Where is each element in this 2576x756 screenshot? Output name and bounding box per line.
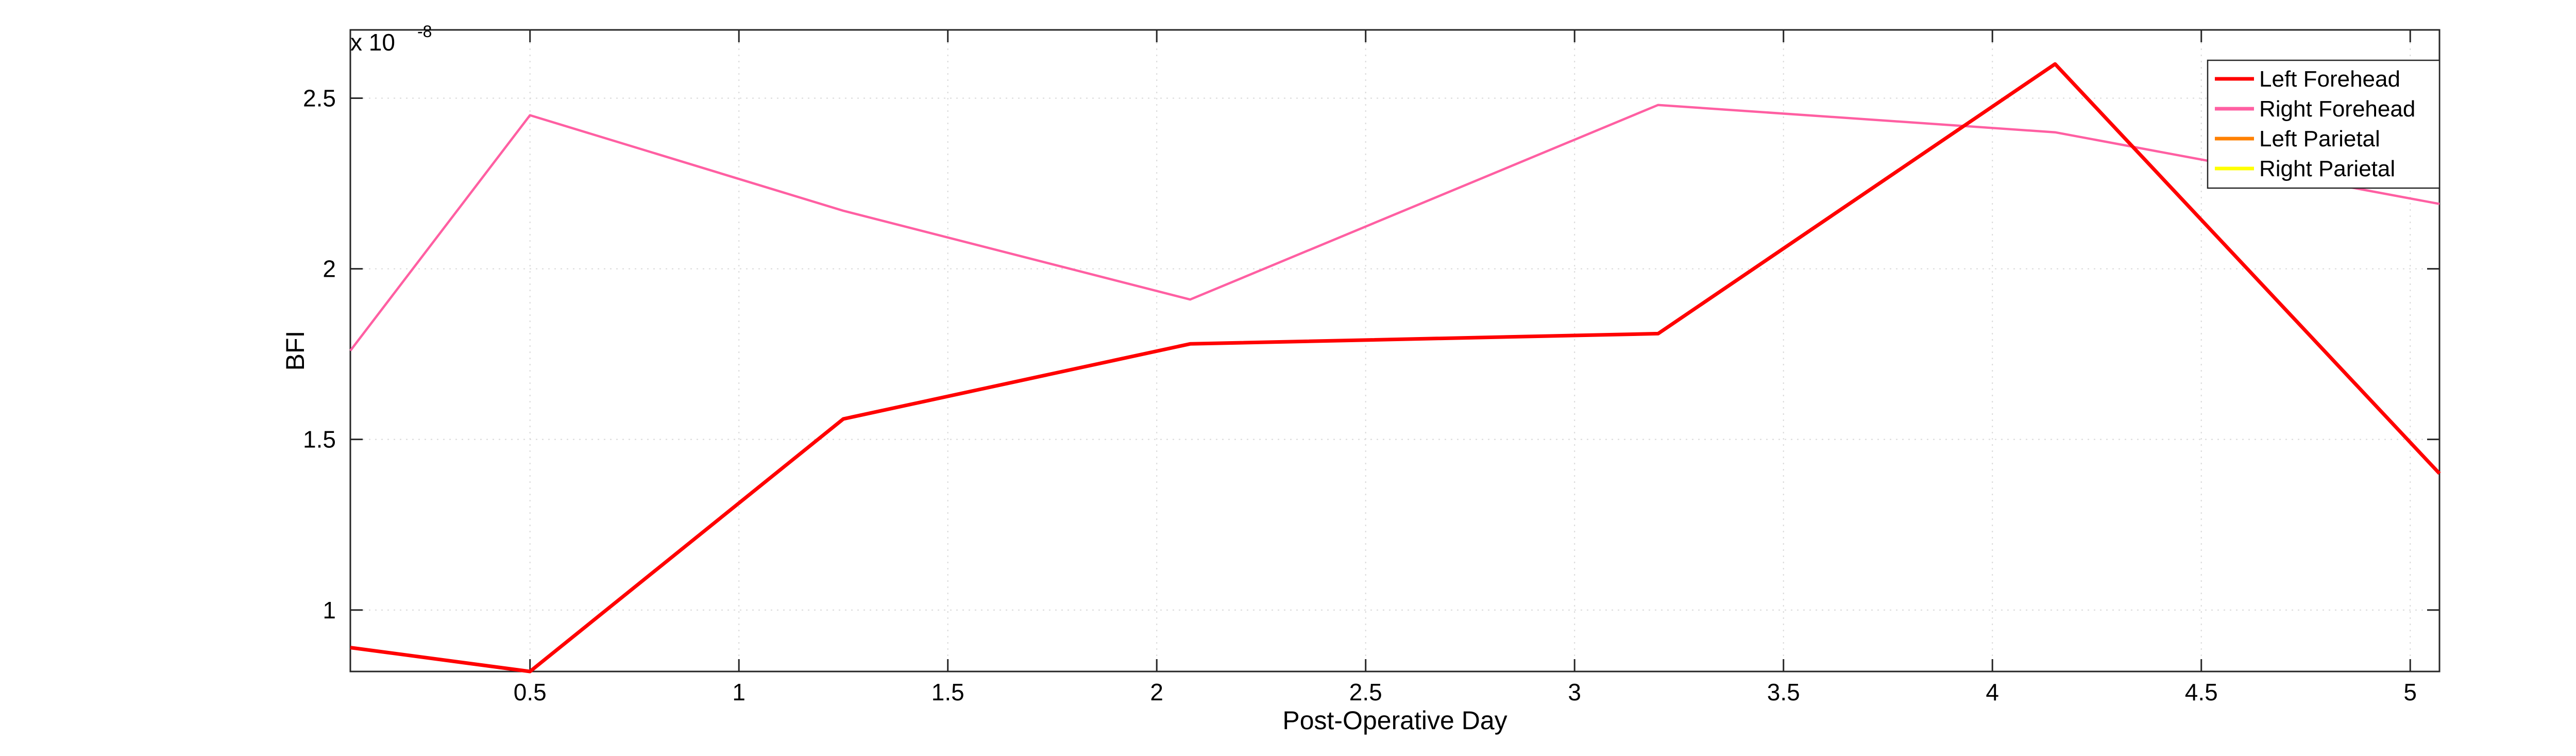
y-tick-label: 1.5 xyxy=(303,426,336,453)
y-tick-label: 1 xyxy=(323,597,336,624)
legend-label: Right Parietal xyxy=(2259,156,2395,181)
legend-label: Left Parietal xyxy=(2259,126,2380,152)
y-tick-label: 2.5 xyxy=(303,85,336,111)
legend-label: Right Forehead xyxy=(2259,96,2415,122)
x-tick-label: 5 xyxy=(2403,679,2417,705)
x-axis-label: Post-Operative Day xyxy=(1282,706,1507,735)
x-tick-label: 4 xyxy=(1986,679,1999,705)
x-tick-label: 2.5 xyxy=(1349,679,1382,705)
series-line xyxy=(349,104,2440,351)
x-tick-label: 2 xyxy=(1150,679,1163,705)
y-multiplier-label: x 10 xyxy=(350,29,395,56)
legend: Left Forehead Right Forehead Left Parietal… xyxy=(2207,59,2441,189)
series-line xyxy=(350,62,2441,674)
x-tick-label: 3.5 xyxy=(1767,679,1800,705)
y-multiplier-exponent: -8 xyxy=(417,22,432,41)
axis-ticks: 0.5 1 1.5 2 2.5 3 3.5 4 4.5 5 1 1.5 2 2.5 xyxy=(303,30,2439,705)
x-tick-label: 4.5 xyxy=(2185,679,2218,705)
legend-label: Left Forehead xyxy=(2259,66,2400,92)
x-tick-label: 0.5 xyxy=(514,679,547,705)
series-lines xyxy=(349,62,2441,674)
x-tick-label: 1 xyxy=(732,679,745,705)
x-tick-label: 3 xyxy=(1568,679,1581,705)
y-axis-label: BFI xyxy=(281,331,310,371)
y-tick-label: 2 xyxy=(323,256,336,282)
x-tick-label: 1.5 xyxy=(931,679,964,705)
